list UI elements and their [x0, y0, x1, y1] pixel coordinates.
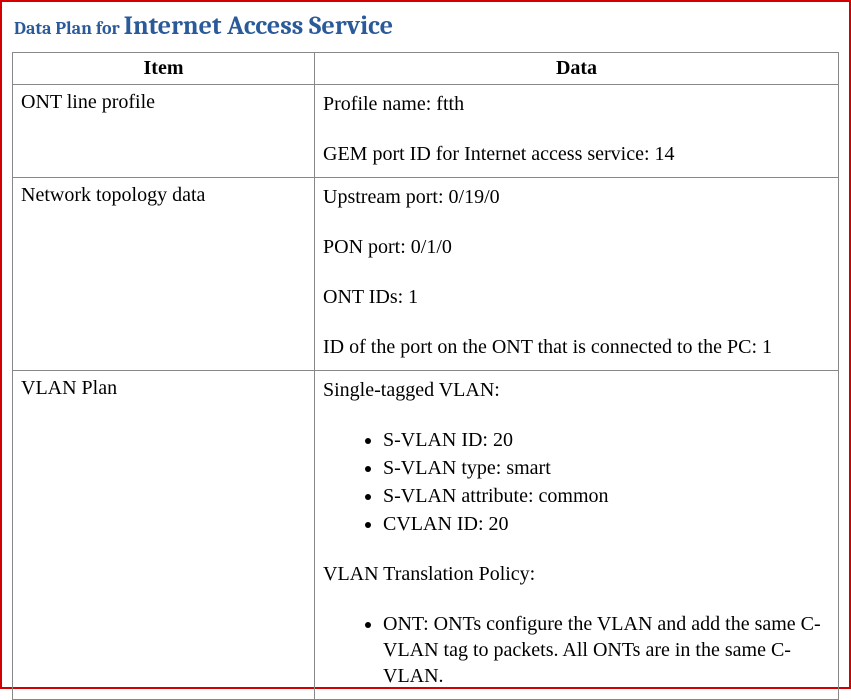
cell-data-network-topology: Upstream port: 0/19/0 PON port: 0/1/0 ON…: [315, 177, 839, 370]
line-port-id: ID of the port on the ONT that is connec…: [323, 334, 830, 360]
line-profile-name: Profile name: ftth: [323, 91, 830, 117]
list-item: S-VLAN attribute: common: [383, 483, 830, 509]
title-main: Internet Access Service: [124, 11, 393, 41]
list-item: S-VLAN ID: 20: [383, 427, 830, 453]
table-header-row: Item Data: [13, 52, 839, 84]
cell-item-network-topology: Network topology data: [13, 177, 315, 370]
line-ont-ids: ONT IDs: 1: [323, 284, 830, 310]
list-single-tagged: S-VLAN ID: 20 S-VLAN type: smart S-VLAN …: [323, 427, 830, 537]
header-item: Item: [13, 52, 315, 84]
title-prefix: Data Plan for: [14, 18, 124, 39]
line-pon: PON port: 0/1/0: [323, 234, 830, 260]
label-single-tagged: Single-tagged VLAN:: [323, 377, 830, 403]
list-translation-policy: ONT: ONTs configure the VLAN and add the…: [323, 611, 830, 689]
table-row: ONT line profile Profile name: ftth GEM …: [13, 84, 839, 177]
table-row: Network topology data Upstream port: 0/1…: [13, 177, 839, 370]
line-upstream: Upstream port: 0/19/0: [323, 184, 830, 210]
header-data: Data: [315, 52, 839, 84]
list-item: ONT: ONTs configure the VLAN and add the…: [383, 611, 830, 689]
document-container: Data Plan for Internet Access Service It…: [0, 0, 851, 689]
table-row: VLAN Plan Single-tagged VLAN: S-VLAN ID:…: [13, 370, 839, 699]
data-plan-table: Item Data ONT line profile Profile name:…: [12, 52, 839, 700]
document-title: Data Plan for Internet Access Service: [14, 10, 839, 44]
list-item: CVLAN ID: 20: [383, 511, 830, 537]
cell-data-ont-line-profile: Profile name: ftth GEM port ID for Inter…: [315, 84, 839, 177]
cell-data-vlan-plan: Single-tagged VLAN: S-VLAN ID: 20 S-VLAN…: [315, 370, 839, 699]
line-gem-port: GEM port ID for Internet access service:…: [323, 141, 830, 167]
list-item: S-VLAN type: smart: [383, 455, 830, 481]
cell-item-vlan-plan: VLAN Plan: [13, 370, 315, 699]
cell-item-ont-line-profile: ONT line profile: [13, 84, 315, 177]
label-translation-policy: VLAN Translation Policy:: [323, 561, 830, 587]
